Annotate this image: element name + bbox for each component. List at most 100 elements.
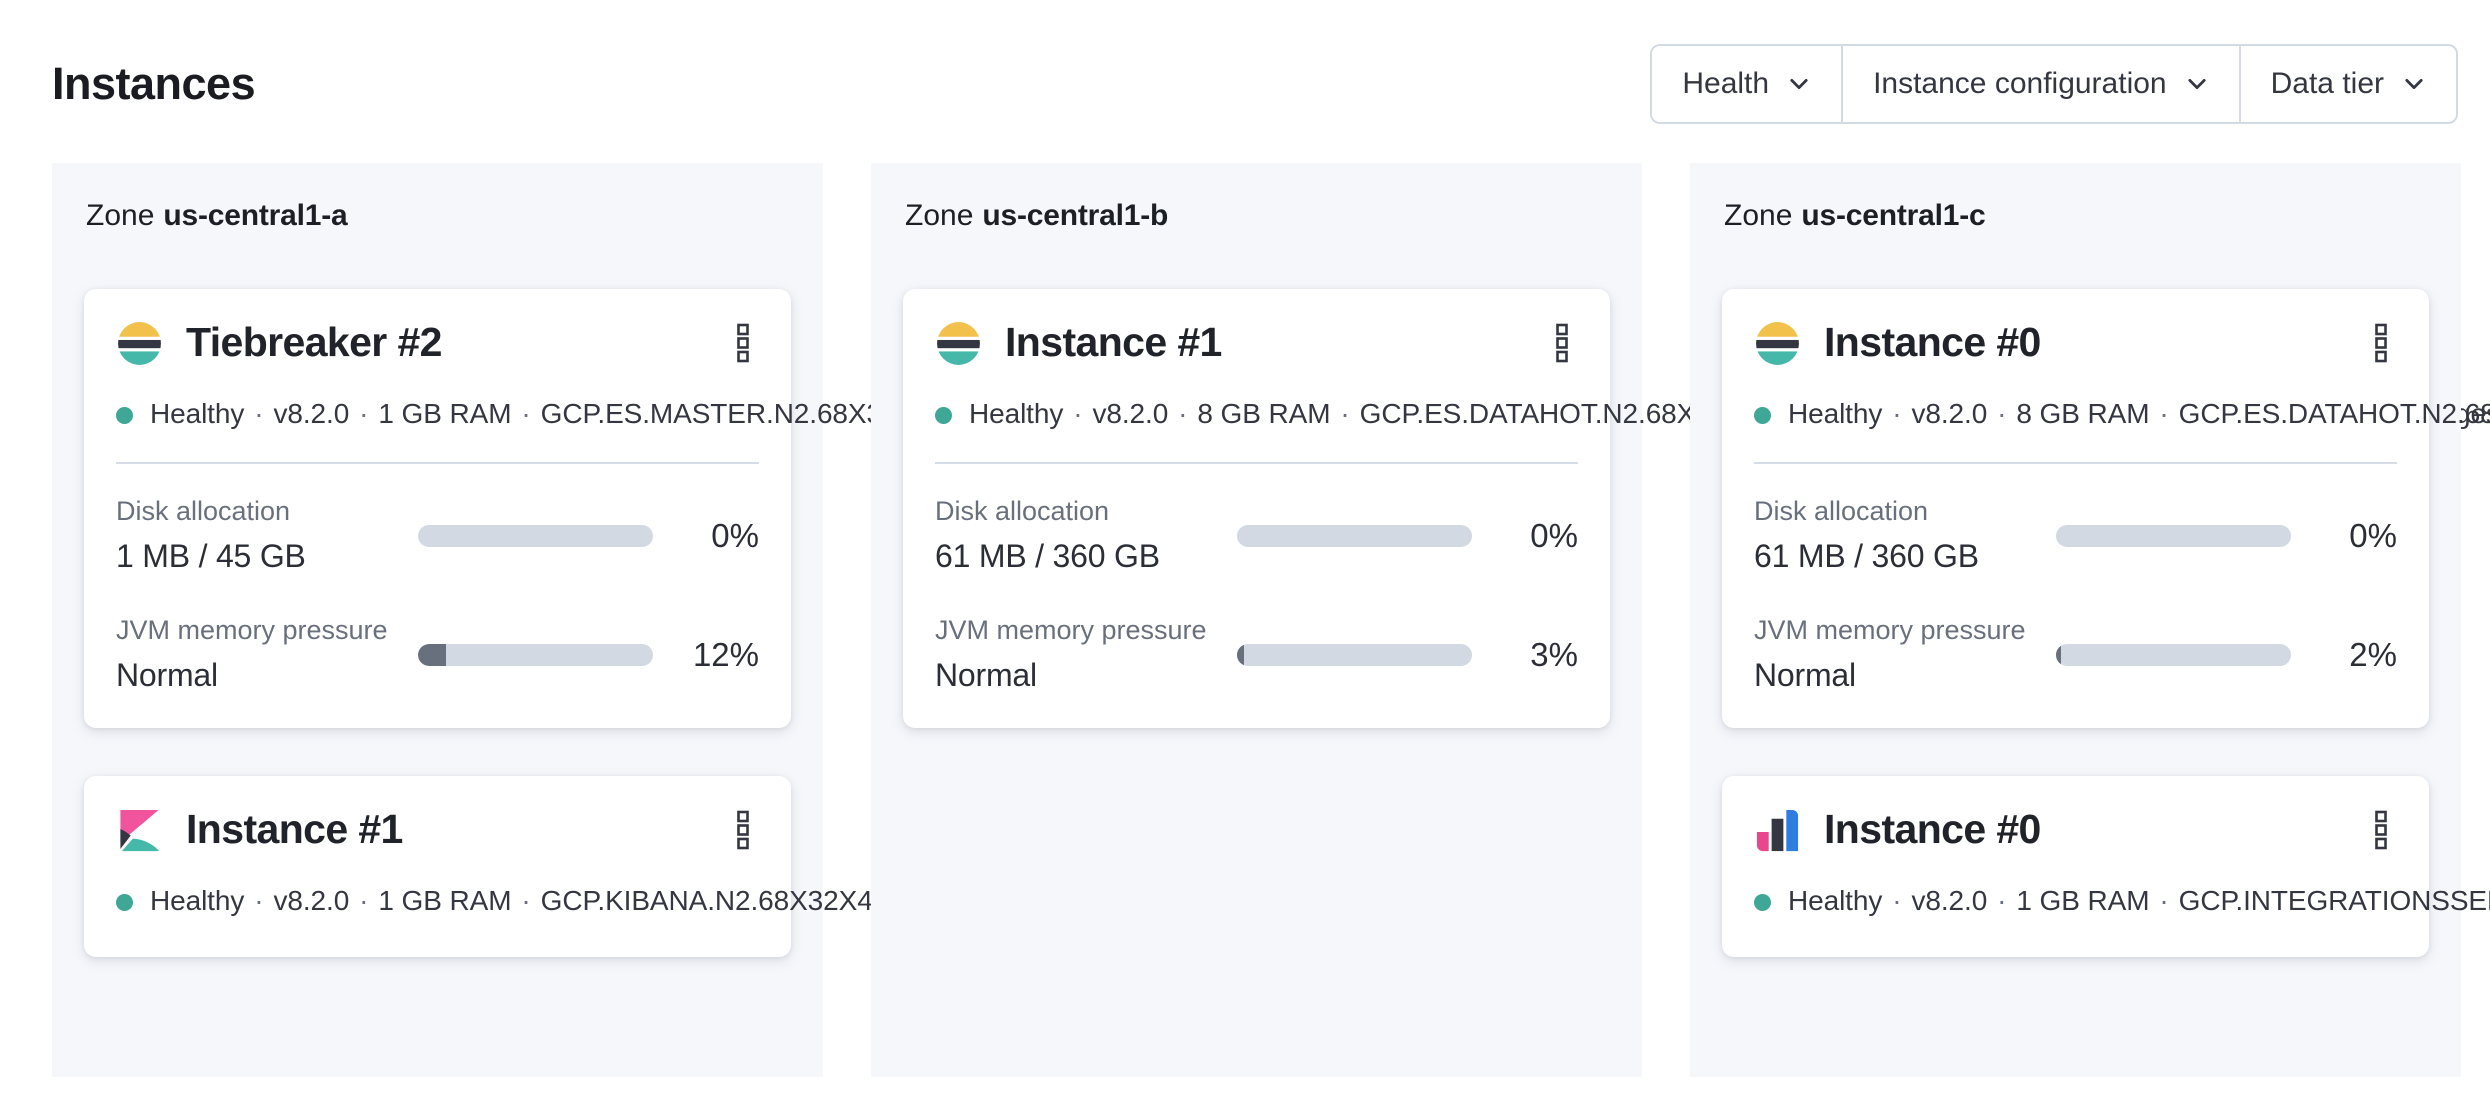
meta-item: v8.2.0 (1911, 885, 1987, 916)
card-icon-slot (116, 320, 163, 367)
card-divider (935, 462, 1578, 464)
card-header: Tiebreaker #2 (116, 319, 759, 367)
meta-item: 1 GB RAM (378, 398, 511, 429)
card-icon-slot (1754, 807, 1801, 854)
meta-separator: · (1997, 885, 2007, 916)
progress-bar (418, 524, 653, 547)
card-header: Instance #1 (116, 806, 759, 854)
meta-text: v8.2.0 (1911, 885, 1988, 916)
boxes-vertical-icon (2375, 323, 2387, 363)
metric-value: Normal (116, 657, 218, 693)
chevron-down-icon (2405, 79, 2423, 89)
meta-text: v8.2.0 (1911, 398, 1988, 429)
metric-info: JVM memory pressure Normal (1754, 615, 2056, 694)
meta-text: Healthy (1788, 398, 1883, 429)
card-metrics: Disk allocation 1 MB / 45 GB 0% JVM memo… (116, 496, 759, 694)
meta-separator: · (1892, 885, 1902, 916)
metric-row: JVM memory pressure Normal 3% (935, 615, 1578, 694)
meta-item: 8 GB RAM (2016, 398, 2149, 429)
meta-item: v8.2.0 (1092, 398, 1168, 429)
zone-name: us-central1-b (982, 199, 1169, 232)
card-icon-slot (116, 807, 163, 854)
zones: Zone us-central1-a Tiebreaker #2 Healthy ·… (52, 163, 2490, 1077)
card-title: Instance #0 (1824, 319, 2041, 366)
instance-menu-button[interactable] (2367, 319, 2395, 367)
meta-text: GCP.INTEGRATIONSSERVER.N2.68X32X45 (2178, 885, 2490, 916)
zone-cards: Instance #1 Healthy · v8.2.0 · 8 GB RAM · GCP.… (903, 289, 2490, 728)
meta-item: Healthy (1754, 885, 1882, 916)
metric-value: 1 MB / 45 GB (116, 538, 306, 574)
health-dot-icon (116, 894, 133, 911)
filter-button-instance-configuration[interactable]: Instance configuration (1841, 46, 2239, 122)
instance-menu-button[interactable] (2367, 806, 2395, 854)
zone-cards: Instance #0 Healthy · v8.2.0 · 8 GB RAM · GCP.… (1722, 289, 2490, 957)
progress-fill (1237, 643, 1245, 666)
meta-separator: · (254, 885, 264, 916)
instance-card: Instance #1 Healthy · v8.2.0 · 1 GB RAM · GCP.… (84, 776, 888, 957)
progress-fill (2056, 643, 2061, 666)
filter-button-data-tier[interactable]: Data tier (2238, 46, 2456, 122)
elasticsearch-icon (118, 321, 161, 365)
boxes-vertical-icon (1556, 323, 1568, 363)
meta-separator: · (1073, 398, 1083, 429)
instance-menu-button[interactable] (729, 319, 757, 367)
filter-label: Instance configuration (1873, 67, 2167, 100)
instance-menu-button[interactable] (729, 806, 757, 854)
filter-button-health[interactable]: Health (1652, 46, 1842, 122)
filter-label: Health (1682, 67, 1770, 100)
health-dot-icon (1754, 894, 1771, 911)
instance-card: Tiebreaker #2 Healthy · v8.2.0 · 1 GB RAM · GC… (84, 289, 1155, 728)
meta-text: v8.2.0 (273, 398, 350, 429)
meta-separator: · (1997, 398, 2007, 429)
metric-row: JVM memory pressure Normal 2% (1754, 615, 2397, 694)
meta-text: 8 GB RAM (1197, 398, 1331, 429)
page-header: Instances Health Instance configuration … (52, 30, 2458, 138)
progress-bar (2056, 643, 2291, 666)
card-icon-slot (1754, 320, 1801, 367)
meta-text: 1 GB RAM (378, 885, 512, 916)
metric-value: Normal (1754, 657, 1856, 693)
instance-menu-button[interactable] (1548, 319, 1576, 367)
meta-separator: · (1892, 398, 1902, 429)
metric-value: 61 MB / 360 GB (1754, 538, 1979, 574)
metric-row: Disk allocation 1 MB / 45 GB 0% (116, 496, 759, 575)
zone-cards: Tiebreaker #2 Healthy · v8.2.0 · 1 GB RAM · GC… (84, 289, 1155, 957)
metric-info: Disk allocation 1 MB / 45 GB (116, 496, 418, 575)
card-header: Instance #1 (935, 319, 1578, 367)
meta-text: 1 GB RAM (378, 398, 512, 429)
meta-text: v8.2.0 (1092, 398, 1169, 429)
meta-item: Healthy (935, 398, 1063, 429)
card-divider (1754, 462, 2397, 464)
meta-text: Healthy (969, 398, 1064, 429)
meta-separator: · (1340, 398, 1350, 429)
metric-label: JVM memory pressure (116, 615, 388, 645)
meta-item: v8.2.0 (273, 398, 349, 429)
metric-value: Normal (935, 657, 1037, 693)
card-title: Tiebreaker #2 (186, 319, 442, 366)
page-title: Instances (52, 58, 256, 109)
meta-text: v8.2.0 (273, 885, 350, 916)
progress-bar (1237, 643, 1472, 666)
boxes-vertical-icon (737, 810, 749, 850)
zone-name: us-central1-a (163, 199, 348, 232)
metric-info: JVM memory pressure Normal (116, 615, 418, 694)
metric-value: 61 MB / 360 GB (935, 538, 1160, 574)
zone-panel-us-central1-b: Zone us-central1-b Instance #1 Healthy · v8… (871, 163, 2490, 1077)
health-dot-icon (935, 407, 952, 424)
metric-label: Disk allocation (935, 496, 1110, 526)
meta-separator: · (359, 885, 369, 916)
chevron-down-icon (1790, 79, 1808, 89)
card-meta: Healthy · v8.2.0 · 8 GB RAM · GCP.ES.DATAHOT.N… (935, 391, 2490, 436)
card-header: Instance #0 (1754, 319, 2397, 367)
meta-item: 1 GB RAM (2016, 885, 2149, 916)
card-metrics: Disk allocation 61 MB / 360 GB 0% JVM me… (935, 496, 1578, 694)
zone-name: us-central1-c (1801, 199, 1986, 232)
metric-info: Disk allocation 61 MB / 360 GB (1754, 496, 2056, 575)
card-meta: Healthy · v8.2.0 · 8 GB RAM · GCP.ES.DATAHOT.N… (1754, 391, 2490, 436)
zone-label: Zone us-central1-a (86, 199, 791, 233)
health-dot-icon (1754, 407, 1771, 424)
instance-card: Instance #1 Healthy · v8.2.0 · 8 GB RAM · GCP.… (903, 289, 2490, 728)
metric-label: Disk allocation (1754, 496, 1929, 526)
meta-text: 1 GB RAM (2016, 885, 2150, 916)
